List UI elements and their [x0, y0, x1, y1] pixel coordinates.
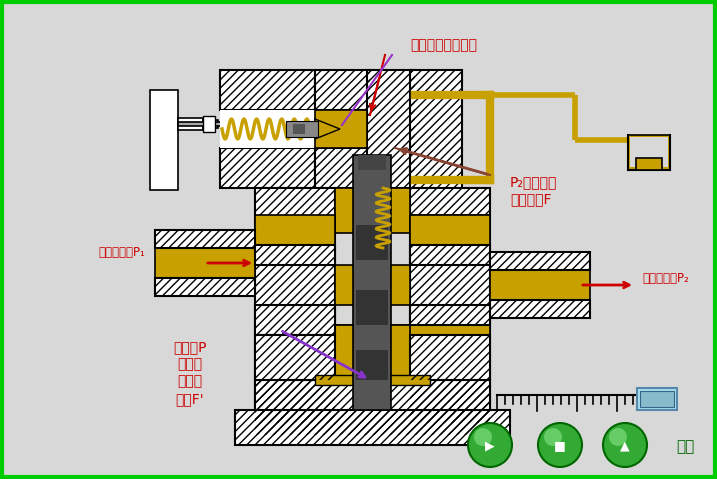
Bar: [410, 188, 490, 423]
Bar: [410, 188, 490, 423]
Bar: [356, 350, 388, 380]
Bar: [155, 230, 255, 248]
Circle shape: [538, 423, 582, 467]
Text: 压力差P
等于或
大于弹
簧力F': 压力差P 等于或 大于弹 簧力F': [174, 340, 206, 406]
Bar: [410, 215, 490, 245]
Bar: [255, 380, 490, 435]
Bar: [255, 305, 335, 335]
Bar: [286, 121, 318, 137]
Bar: [255, 245, 335, 265]
Circle shape: [603, 423, 647, 467]
Bar: [356, 225, 388, 260]
Circle shape: [468, 423, 512, 467]
Bar: [178, 122, 278, 126]
Bar: [490, 252, 590, 270]
Bar: [315, 110, 367, 148]
Polygon shape: [315, 119, 340, 139]
Bar: [315, 70, 370, 110]
Bar: [315, 375, 430, 385]
Bar: [220, 148, 315, 188]
Text: ▶: ▶: [485, 440, 495, 453]
Bar: [410, 245, 490, 265]
Bar: [628, 135, 670, 170]
Bar: [630, 137, 668, 167]
Bar: [367, 70, 415, 188]
Bar: [155, 248, 255, 278]
Text: ▲: ▲: [620, 440, 630, 453]
Bar: [255, 325, 490, 380]
Bar: [358, 155, 386, 170]
Bar: [490, 270, 590, 300]
Circle shape: [474, 428, 492, 446]
Bar: [255, 305, 335, 335]
Bar: [220, 148, 315, 188]
Bar: [255, 335, 335, 380]
Bar: [155, 230, 255, 248]
Bar: [235, 410, 510, 445]
Bar: [150, 90, 178, 190]
Circle shape: [544, 428, 562, 446]
Bar: [410, 335, 490, 380]
Bar: [410, 245, 490, 265]
Text: P₂等于或大
于弹簧力F: P₂等于或大 于弹簧力F: [510, 175, 557, 206]
Bar: [640, 391, 674, 407]
Circle shape: [609, 428, 627, 446]
Text: ■: ■: [554, 440, 566, 453]
Bar: [315, 148, 370, 188]
Bar: [255, 245, 335, 265]
Bar: [220, 110, 315, 148]
Bar: [293, 124, 305, 134]
Bar: [235, 410, 510, 445]
Text: 一次压力油P₁: 一次压力油P₁: [98, 247, 145, 260]
Bar: [335, 188, 410, 233]
Bar: [410, 335, 490, 380]
Bar: [155, 278, 255, 296]
Bar: [410, 70, 462, 188]
Bar: [335, 265, 410, 305]
Bar: [637, 388, 677, 410]
Bar: [255, 335, 335, 380]
Bar: [203, 116, 215, 132]
Bar: [353, 155, 391, 410]
Bar: [255, 215, 335, 245]
Bar: [410, 70, 462, 188]
Bar: [203, 120, 218, 128]
Text: 返回: 返回: [676, 440, 694, 455]
Text: 二次压力油P₂: 二次压力油P₂: [642, 272, 689, 285]
Bar: [255, 188, 335, 423]
Bar: [315, 70, 370, 110]
Bar: [490, 252, 590, 270]
Bar: [315, 148, 370, 188]
Bar: [410, 215, 490, 245]
Bar: [367, 70, 415, 188]
Bar: [220, 70, 315, 110]
Bar: [220, 70, 315, 110]
Bar: [490, 300, 590, 318]
Bar: [356, 290, 388, 325]
Bar: [178, 118, 203, 130]
Bar: [155, 278, 255, 296]
Bar: [255, 380, 490, 435]
Bar: [636, 158, 662, 170]
Bar: [490, 300, 590, 318]
Bar: [410, 305, 490, 325]
Text: 由小孔溢流回油箱: 由小孔溢流回油箱: [410, 38, 477, 52]
Bar: [255, 188, 335, 423]
Bar: [335, 325, 410, 380]
Bar: [410, 305, 490, 325]
